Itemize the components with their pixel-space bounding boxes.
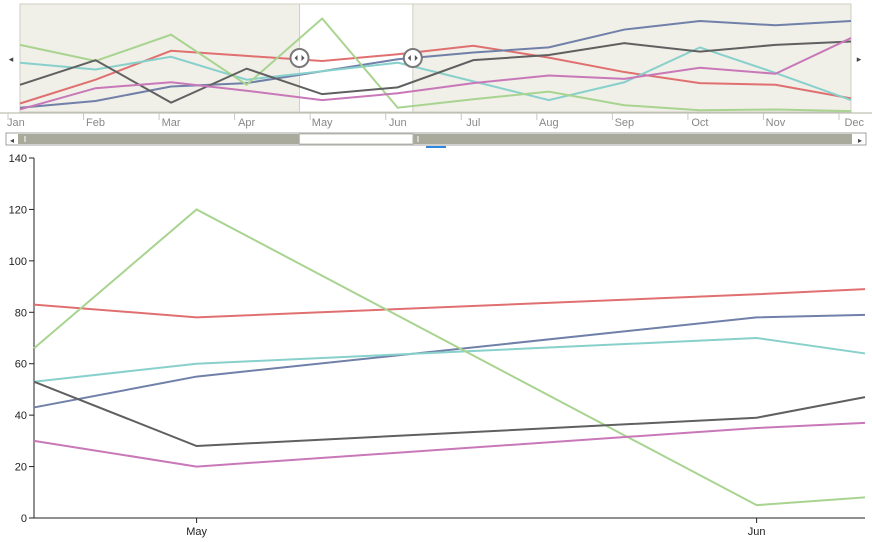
navigator-unselected-shade [19,3,852,113]
range-end-handle[interactable] [402,48,423,68]
navigator-left-arrow[interactable]: ◂ [9,54,14,64]
drag-handle-icon [289,48,310,68]
y-tick-label: 60 [15,359,27,371]
scroll-right-arrow-icon[interactable]: ▸ [858,136,862,145]
month-label: Jun [389,117,407,129]
overview-series-line-navy [19,20,852,109]
range-navigator[interactable]: Jan Feb Mar Apr May Jun Jul Aug Sep Oct Nov Dec ◂ ▸ … [0,0,872,148]
y-tick-label: 120 [9,204,27,216]
navigator-right-arrow[interactable]: ▸ [857,54,862,64]
navigator-series [19,17,852,113]
scroll-left-arrow-icon[interactable]: ◂ [10,136,14,145]
navigator-handles[interactable] [289,48,423,68]
overview-series-line-red [19,44,852,105]
y-tick-label: 140 [9,153,27,165]
navigator-scrollbar[interactable]: ◂ ▸ [5,132,867,148]
series-line-red [33,288,866,319]
scrollbar-left-zone[interactable] [18,134,300,144]
series-line-green [33,208,866,507]
scrollbar-thumb[interactable] [299,133,414,145]
x-tick-label: May [186,526,207,538]
chart-axes [33,158,865,519]
y-tick-label: 40 [15,410,27,422]
month-label: Feb [86,117,105,129]
series-line-gray [33,380,866,448]
series-line-teal [33,336,866,383]
handle-arrows-icon [407,55,418,61]
overview-series-line-pink [19,37,852,111]
y-tick-label: 100 [9,256,27,268]
month-label: May [312,117,333,129]
month-label: Jan [7,117,25,129]
handle-arrows-icon [294,55,305,61]
month-label: Aug [539,117,559,129]
scrollbar-right-zone[interactable] [412,134,852,144]
series-line-pink [33,421,866,468]
chart-series [33,208,866,507]
y-axis-ticks: 0 20 40 60 80 100 120 140 [9,153,34,525]
unselected-range-right [412,3,852,113]
overview-series-line-gray [19,40,852,104]
month-label: Nov [766,117,786,129]
overview-series-line-green [19,17,852,113]
month-label: Jul [466,117,480,129]
range-start-handle[interactable] [289,48,310,68]
month-label: Apr [238,117,255,129]
series-line-navy [33,313,866,409]
main-line-chart: 0 20 40 60 80 100 120 140 May Jun [9,153,866,538]
overview-series-line-teal [19,46,852,102]
navigator-month-labels: Jan Feb Mar Apr May Jun Jul Aug Sep Oct Nov Dec [0,112,872,129]
month-label: Sep [615,117,635,129]
x-axis-ticks: May Jun [186,518,765,538]
month-label: Oct [691,117,708,129]
drag-handle-icon [402,48,423,68]
month-label: Dec [844,117,864,129]
selection-indicator [426,146,446,148]
x-tick-label: Jun [748,526,766,538]
y-tick-label: 20 [15,462,27,474]
y-tick-label: 80 [15,307,27,319]
month-label: Mar [162,117,181,129]
y-tick-label: 0 [21,513,27,525]
